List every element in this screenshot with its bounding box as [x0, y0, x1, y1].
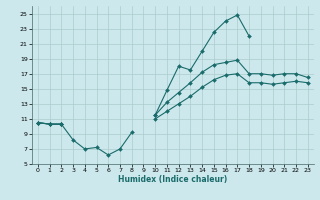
- X-axis label: Humidex (Indice chaleur): Humidex (Indice chaleur): [118, 175, 228, 184]
